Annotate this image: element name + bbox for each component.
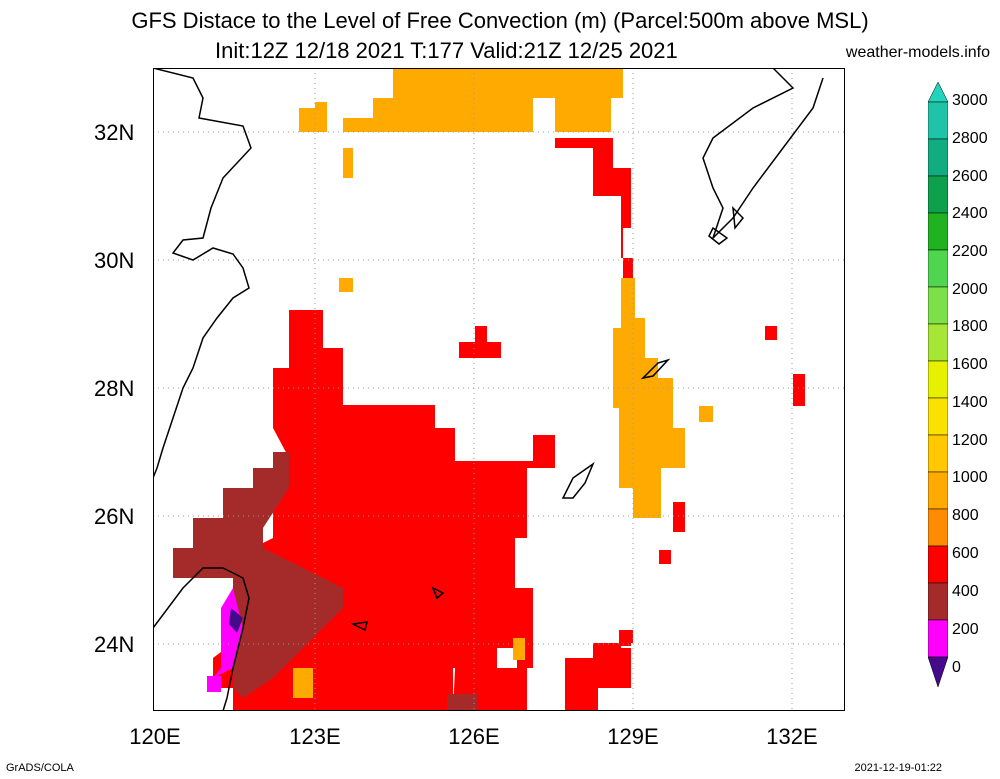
colorbar-band-2000-2200 — [928, 249, 948, 288]
lon-label-132e: 132E — [766, 724, 818, 749]
colorbar-label-400: 400 — [952, 583, 979, 600]
coastline-amami-1 — [640, 358, 671, 380]
colorbar-label-2000: 2000 — [952, 281, 988, 298]
field-200-400-area — [173, 452, 343, 698]
colorbar-band-400-600 — [928, 545, 948, 584]
colorbar-band-1800-2000 — [928, 286, 948, 325]
field-800-1000-north-band — [343, 68, 623, 178]
colorbar-band-2800-3000 — [928, 101, 948, 140]
lat-label-32n: 32N — [94, 120, 135, 145]
colorbar-band-2200-2400 — [928, 212, 948, 251]
colorbar-label-3000: 3000 — [952, 92, 988, 109]
coastline-ishigaki — [350, 621, 368, 632]
field-400-600-cell-7 — [619, 630, 631, 646]
field-200-400-cell-1 — [447, 694, 477, 711]
colorbar-band-1000-1200 — [928, 434, 948, 473]
map-frame — [153, 68, 845, 711]
colorbar-label-800: 800 — [952, 507, 979, 524]
colorbar-band-600-800 — [928, 508, 948, 547]
colorbar-label-200: 200 — [952, 621, 979, 638]
field-400-600-cell-3 — [765, 326, 777, 340]
colorbar-label-2400: 2400 — [952, 205, 988, 222]
colorbar-band-1200-1400 — [928, 397, 948, 436]
map-title-line-1: GFS Distace to the Level of Free Convect… — [131, 8, 869, 33]
colorbar-band-2600-2800 — [928, 138, 948, 177]
coastline-okinawa — [561, 461, 595, 499]
lat-label-26n: 26N — [94, 504, 135, 529]
footer-timestamp: 2021-12-19-01:22 — [854, 762, 942, 774]
colorbar-label-2200: 2200 — [952, 243, 988, 260]
lfc-field-shading — [173, 68, 805, 711]
colorbar-label-1600: 1600 — [952, 356, 988, 373]
lon-label-126e: 126E — [448, 724, 500, 749]
colorbar — [928, 82, 948, 688]
lat-label-24n: 24N — [94, 632, 135, 657]
field-400-600-east-coast — [555, 138, 633, 278]
lat-label-28n: 28N — [94, 376, 135, 401]
coastline-island-3 — [708, 226, 729, 245]
colorbar-label-2800: 2800 — [952, 130, 988, 147]
colorbar-label-2600: 2600 — [952, 168, 988, 185]
colorbar-band-800-1000 — [928, 471, 948, 510]
field-0-200-cell-1 — [207, 676, 221, 692]
field-400-600-cell-5 — [673, 502, 685, 532]
lon-label-123e: 123E — [289, 724, 341, 749]
colorbar-label-600: 600 — [952, 545, 979, 562]
colorbar-label-0: 0 — [952, 659, 961, 676]
field-800-1000-cell-4 — [315, 102, 327, 112]
field-400-600-cell-1 — [459, 342, 501, 358]
colorbar-band-1400-1600 — [928, 360, 948, 399]
field-800-1000-east-band — [613, 278, 685, 518]
lon-label-129e: 129E — [607, 724, 659, 749]
colorbar-max-arrow — [928, 82, 948, 103]
lon-label-120e: 120E — [129, 724, 181, 749]
coastline-taiwan — [153, 567, 250, 711]
lfc-distance-map — [153, 68, 845, 711]
coastlines — [153, 68, 824, 711]
footer-grads-credit: GrADS/COLA — [6, 762, 74, 774]
colorbar-band-0-200 — [928, 619, 948, 658]
colorbar-label-1200: 1200 — [952, 432, 988, 449]
lat-label-30n: 30N — [94, 248, 135, 273]
field-800-1000-cell-2 — [339, 278, 353, 292]
field-400-600-cell-2 — [475, 326, 487, 342]
colorbar-label-1000: 1000 — [952, 469, 988, 486]
colorbar-band-1600-1800 — [928, 323, 948, 362]
coastline-kyushu — [702, 68, 824, 239]
graticule — [153, 68, 845, 711]
map-title-line-2: Init:12Z 12/18 2021 T:177 Valid:21Z 12/2… — [215, 38, 678, 63]
colorbar-label-1400: 1400 — [952, 394, 988, 411]
colorbar-label-1800: 1800 — [952, 318, 988, 335]
field-800-1000-cell-5 — [513, 638, 525, 660]
coastline-island-4 — [732, 205, 745, 230]
field-800-1000-cell-1 — [699, 406, 713, 422]
field-400-600-se — [565, 630, 633, 711]
field-below-0-area — [229, 608, 243, 633]
field-800-1000-cell-6 — [293, 668, 313, 698]
colorbar-band-2400-2600 — [928, 175, 948, 214]
coastline-island-2 — [431, 586, 445, 600]
field-400-600-cell-4 — [793, 374, 805, 406]
colorbar-band-200-400 — [928, 582, 948, 621]
field-400-600-cell-6 — [659, 550, 671, 564]
field-400-600-south — [453, 628, 527, 711]
coastline-china — [153, 68, 252, 479]
colorbar-min-arrow — [928, 656, 948, 688]
site-credit: weather-models.info — [845, 44, 990, 61]
